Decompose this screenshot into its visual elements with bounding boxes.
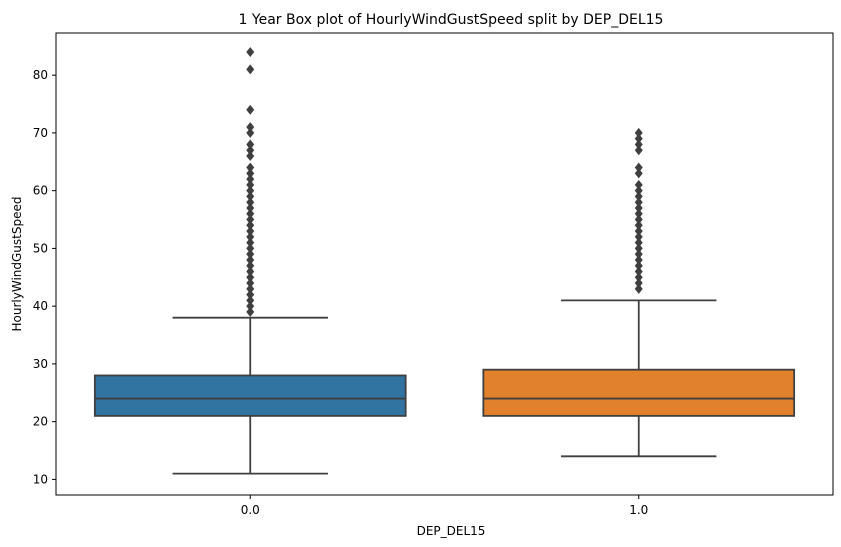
y-tick-label: 60	[33, 184, 48, 198]
outlier-point	[634, 220, 643, 231]
box-group-1-0	[482, 127, 796, 458]
outlier-point	[246, 127, 255, 138]
outlier-point	[634, 283, 643, 294]
outlier-point	[246, 203, 255, 213]
outlier-point	[246, 214, 255, 225]
outlier-point	[246, 266, 255, 277]
outlier-point	[246, 278, 255, 289]
outlier-point	[246, 295, 255, 306]
outlier-point	[246, 237, 255, 248]
outlier-point	[246, 243, 255, 254]
outlier-point	[634, 278, 643, 289]
outlier-point	[634, 249, 643, 260]
y-tick-label: 10	[33, 472, 48, 486]
chart-title: 1 Year Box plot of HourlyWindGustSpeed s…	[239, 12, 664, 28]
outlier-point	[634, 203, 643, 213]
outlier-point	[634, 162, 643, 173]
outlier-point	[246, 122, 255, 133]
outlier-point	[634, 208, 643, 219]
plot-area-frame	[55, 32, 834, 496]
outlier-point	[634, 260, 643, 271]
outlier-point	[246, 226, 255, 237]
outlier-point	[634, 266, 643, 277]
outlier-point	[246, 47, 255, 58]
outlier-point	[246, 185, 255, 196]
y-tick-label: 30	[33, 357, 48, 371]
outlier-point	[634, 214, 643, 225]
outlier-point	[634, 179, 643, 190]
outlier-point	[246, 174, 255, 185]
outlier-point	[246, 272, 255, 283]
outlier-point	[246, 220, 255, 231]
outlier-point	[246, 162, 255, 173]
outlier-point	[634, 133, 643, 144]
outlier-point	[246, 191, 255, 202]
iqr-box	[93, 374, 407, 417]
outlier-point	[246, 64, 255, 75]
outlier-point	[246, 139, 255, 150]
outlier-point	[246, 306, 255, 317]
y-tick-label: 70	[33, 126, 48, 140]
boxes-layer	[93, 47, 796, 475]
outlier-point	[634, 145, 643, 156]
outlier-point	[246, 151, 255, 161]
outlier-point	[246, 197, 255, 208]
outlier-point	[634, 185, 643, 196]
x-tick-label: 1.0	[629, 503, 648, 517]
iqr-box	[482, 368, 796, 417]
y-tick-label: 80	[33, 68, 48, 82]
outlier-point	[634, 254, 643, 265]
outlier-point	[246, 301, 255, 312]
y-tick-label: 20	[33, 415, 48, 429]
outlier-point	[634, 231, 643, 242]
outlier-point	[246, 168, 255, 179]
y-axis-label: HourlyWindGustSpeed	[10, 197, 24, 332]
outlier-point	[634, 139, 643, 150]
y-tick-label: 50	[33, 241, 48, 255]
outlier-point	[634, 127, 643, 138]
x-axis: 0.0 1.0	[241, 495, 648, 517]
outlier-point	[634, 168, 643, 179]
outlier-point	[634, 243, 643, 254]
outlier-point	[246, 208, 255, 219]
outlier-point	[246, 283, 255, 294]
outlier-point	[246, 179, 255, 190]
outlier-point	[246, 104, 255, 115]
outlier-point	[246, 231, 255, 242]
outlier-point	[634, 237, 643, 248]
y-axis: 10 20 30 40 50 60 70 80	[33, 68, 56, 486]
outlier-point	[246, 289, 255, 300]
outlier-point	[634, 191, 643, 202]
y-tick-label: 40	[33, 299, 48, 313]
x-tick-label: 0.0	[241, 503, 260, 517]
outlier-point	[246, 254, 255, 265]
outlier-point	[246, 249, 255, 260]
x-axis-label: DEP_DEL15	[417, 524, 486, 538]
outlier-point	[634, 226, 643, 237]
box-group-0-0	[93, 47, 407, 475]
outlier-point	[634, 197, 643, 208]
outlier-point	[246, 260, 255, 271]
outlier-point	[634, 272, 643, 283]
outlier-point	[246, 145, 255, 156]
